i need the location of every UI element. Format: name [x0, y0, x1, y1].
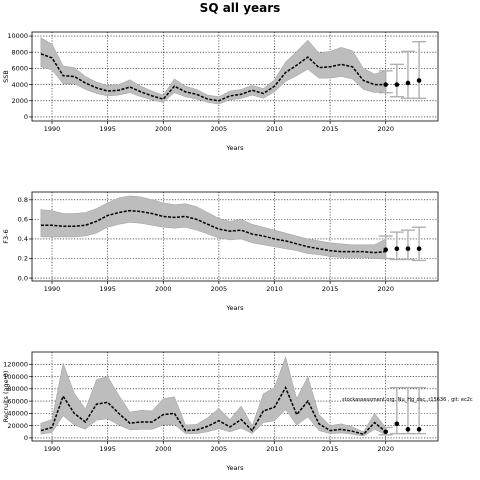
panel-3-ytick-label: 80000	[7, 385, 28, 393]
panel-2-ytick-label: 0.8	[18, 196, 28, 204]
panel-3-confidence-band	[40, 356, 386, 437]
panel-1-forecast-point	[416, 78, 422, 83]
panel-3-ylabel: Recruits (age 0)	[2, 371, 10, 423]
panel-1-ytick-label: 6000	[11, 65, 28, 73]
panel-1-xlabel: Years	[225, 144, 244, 152]
panel-1-ytick-label: 8000	[11, 48, 28, 56]
panel-2-forecast-point	[394, 246, 400, 252]
panel-2-xlabel: Years	[225, 304, 244, 312]
panel-1-xtick-label: 1995	[99, 125, 116, 133]
panel-1-forecast-point	[405, 80, 411, 86]
panel-2-xtick-label: 2010	[266, 285, 283, 293]
panel-3-xtick-label: 1990	[44, 445, 61, 453]
panel-1-forecast-point	[394, 82, 400, 87]
panel-3-ytick-label: 40000	[7, 410, 28, 418]
panel-1-ytick-label: 0	[24, 113, 28, 121]
panel-3-ytick-label: 20000	[7, 422, 28, 430]
panel-2-forecast-point	[416, 246, 422, 252]
panel-3-xtick-label: 2020	[377, 445, 394, 453]
panel-1-xtick-label: 2000	[155, 125, 172, 133]
panel-1-frame	[31, 31, 439, 122]
panel-3-forecast-point	[383, 429, 389, 435]
panel-1-ylabel: SSB	[2, 70, 10, 83]
panel-1-confidence-band	[40, 37, 386, 105]
panel-3-ytick-label: 60000	[7, 397, 28, 405]
panel-1-ytick-label: 10000	[7, 32, 28, 40]
panel-2-estimate-line	[40, 209, 386, 254]
panel-2-xtick-label: 2015	[322, 285, 339, 293]
panel-3-forecast-point	[405, 427, 411, 432]
panel-2-xtick-label: 2020	[377, 285, 394, 293]
panel-1: 1990 1995 2000 2005 2010 2015 2020 0 2000 4000 600…	[2, 31, 439, 152]
panel-1-xtick-label: 1990	[44, 125, 61, 133]
panel-1-forecast-point	[383, 82, 389, 87]
panel-2-forecast-point	[405, 246, 411, 252]
panel-1-xtick-label: 2015	[322, 125, 339, 133]
panel-3-ytick-label: 100000	[3, 373, 28, 381]
panel-3-frame	[31, 351, 439, 442]
panel-1-xtick-label: 2005	[211, 125, 228, 133]
figure-title: SQ all years	[200, 1, 281, 15]
panel-2-forecast-point	[383, 247, 389, 253]
panel-1-ytick-label: 2000	[11, 97, 28, 105]
panel-2-ylabel: F3-6	[2, 229, 10, 243]
panel-3-forecast-point	[394, 421, 400, 427]
panel-2-ytick-label: 0.0	[18, 274, 28, 282]
panel-2-ytick-label: 0.6	[18, 216, 28, 224]
panel-2-xtick-label: 2000	[155, 285, 172, 293]
panel-2-ytick-label: 0.2	[18, 255, 28, 263]
panel-2: 1990 1995 2000 2005 2010 2015 2020 0.0 0.2 0.4 0.6…	[2, 191, 439, 312]
panel-2-xtick-label: 2005	[211, 285, 228, 293]
panel-3-forecast-point	[416, 427, 422, 432]
panel-3-ytick-label: 0	[24, 434, 28, 442]
panel-3-xtick-label: 1995	[99, 445, 116, 453]
panel-2-xtick-label: 1990	[44, 285, 61, 293]
panel-3-xtick-label: 2005	[211, 445, 228, 453]
source-annotation: stockassessment.org, Nu_Hg_dsc, r15636 ,…	[342, 397, 473, 403]
panel-3: 1990 1995 2000 2005 2010 2015 2020 0 20000 40000 6…	[2, 351, 439, 472]
panel-2-frame	[31, 191, 439, 282]
panel-3-xtick-label: 2015	[322, 445, 339, 453]
panel-3-ytick-label: 120000	[3, 360, 28, 368]
panel-2-xtick-label: 1995	[99, 285, 116, 293]
panel-1-xtick-label: 2020	[377, 125, 394, 133]
panel-1-xtick-label: 2010	[266, 125, 283, 133]
panel-1-ytick-label: 4000	[11, 81, 28, 89]
panel-3-xtick-label: 2010	[266, 445, 283, 453]
panel-2-ytick-label: 0.4	[18, 235, 28, 243]
panel-3-xtick-label: 2000	[155, 445, 172, 453]
panel-3-xlabel: Years	[225, 464, 244, 472]
